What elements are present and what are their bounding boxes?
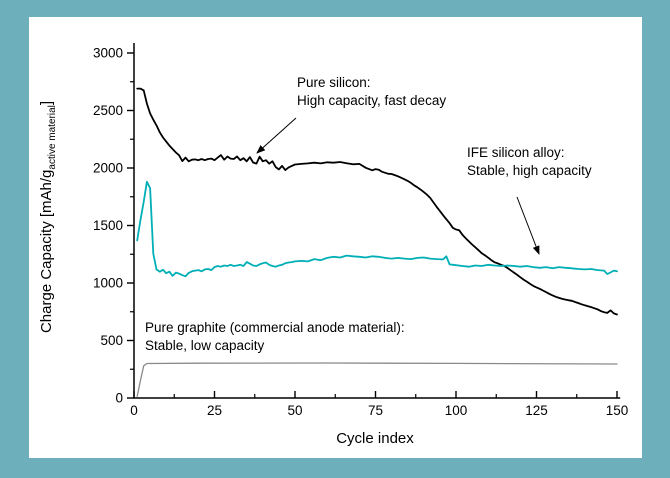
annotation-ife-line1: IFE silicon alloy: <box>467 145 565 160</box>
y-tick-label: 0 <box>115 391 123 406</box>
y-tick-label: 3000 <box>93 46 123 61</box>
series-line-ife-silicon-alloy <box>136 180 618 278</box>
y-axis-title-main: Charge Capacity [mAh/g <box>38 169 55 334</box>
y-axis-title-subscript: active material <box>47 105 58 170</box>
y-tick-label: 1000 <box>93 276 123 291</box>
x-tick-label: 125 <box>525 403 548 418</box>
series-line-pure-silicon <box>136 87 618 316</box>
annotation-pure-silicon-line1: Pure silicon: <box>297 75 371 90</box>
annotation-pure-graphite: Pure graphite (commercial anode material… <box>145 319 405 355</box>
x-tick-label: 0 <box>130 403 138 418</box>
x-axis-title: Cycle index <box>336 430 414 447</box>
y-tick-label: 2500 <box>93 103 123 118</box>
x-tick-label: 75 <box>368 403 383 418</box>
y-tick-label: 2000 <box>93 161 123 176</box>
annotation-pure-silicon: Pure silicon: High capacity, fast decay <box>297 74 446 110</box>
annotation-ife-silicon-alloy: IFE silicon alloy: Stable, high capacity <box>467 144 592 180</box>
chart-panel: 0 25 50 75 100 125 150 0 500 1000 1500 2000 2500 3000… <box>29 17 642 458</box>
series-line-pure-graphite <box>136 362 618 397</box>
y-tick-label: 500 <box>100 333 123 348</box>
annotation-graphite-line1: Pure graphite (commercial anode material… <box>145 320 405 335</box>
annotation-ife-line2: Stable, high capacity <box>467 163 592 178</box>
annotation-arrow-ife-silicon-alloy <box>516 196 540 255</box>
x-tick-label: 100 <box>445 403 468 418</box>
y-axis-title-close: ] <box>38 100 55 106</box>
x-tick-label: 25 <box>207 403 222 418</box>
annotation-graphite-line2: Stable, low capacity <box>145 338 265 353</box>
x-tick-label: 50 <box>287 403 302 418</box>
annotation-pure-silicon-line2: High capacity, fast decay <box>297 93 447 108</box>
y-axis-title: Charge Capacity [mAh/gactive material] <box>38 77 60 357</box>
annotation-arrow-pure-silicon <box>256 117 297 154</box>
y-tick-label: 1500 <box>93 218 123 233</box>
x-tick-label: 150 <box>606 403 629 418</box>
